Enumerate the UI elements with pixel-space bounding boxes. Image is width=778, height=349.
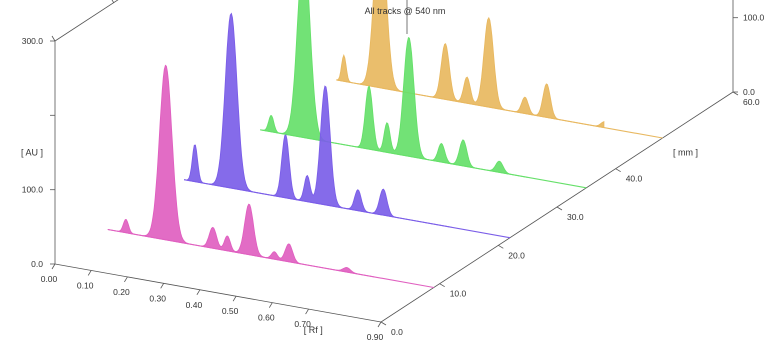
z-tick-mark	[732, 91, 739, 96]
z-tick-mark	[615, 168, 621, 173]
axis-ticks	[50, 0, 739, 328]
series-baseline-4	[107, 228, 434, 289]
series-track-1	[336, 0, 605, 129]
x-tick-mark	[305, 308, 309, 315]
x-tick-label: 0.90	[367, 332, 384, 342]
y-axis-title-left: [ AU ]	[21, 148, 43, 158]
z-tick-label: 10.0	[450, 289, 467, 299]
z-tick-label: 60.0	[743, 97, 760, 107]
axis-labels: 0.00 0.10 0.20 0.30 0.40 0.50 0.60 0.70 0.90 0.0 1…	[21, 13, 765, 342]
z-tick-label: 0.0	[391, 327, 403, 337]
z-tick-mark-top	[51, 35, 56, 42]
x-tick-mark	[51, 263, 56, 270]
chart-series-group	[107, 0, 663, 289]
y-tick-label-left: 300.0	[22, 36, 44, 46]
x-tick-label: 0.50	[222, 306, 239, 316]
x-tick-mark	[87, 270, 92, 276]
axis-box	[54, 0, 734, 323]
x-tick-mark	[160, 283, 165, 289]
x-tick-mark	[196, 289, 201, 296]
series-baseline-3	[184, 179, 511, 239]
x-tick-label: 0.20	[113, 287, 130, 297]
y-tick-label-right: 0.0	[743, 87, 755, 97]
z-tick-label: 30.0	[567, 212, 584, 222]
y-tick-label-left: 0.0	[31, 259, 43, 269]
z-axis-title: [ mm ]	[673, 148, 698, 158]
series-baseline-2	[260, 129, 587, 189]
y-tick-label-right: 100.0	[743, 13, 765, 23]
series-baseline-1	[336, 79, 663, 139]
x-tick-label: 0.60	[258, 313, 275, 323]
z-tick-mark	[498, 244, 504, 249]
z-tick-mark	[380, 321, 387, 326]
z-tick-label: 20.0	[508, 250, 525, 260]
y-tick-label-left: 100.0	[22, 185, 44, 195]
x-tick-label: 0.40	[186, 300, 203, 310]
x-tick-mark	[232, 295, 237, 302]
z-tick-mark	[439, 283, 445, 288]
z-tick-mark	[556, 206, 563, 211]
x-tick-label: 0.70	[294, 319, 311, 329]
x-tick-label: 0.10	[77, 280, 94, 290]
x-tick-label: 0.00	[41, 274, 58, 284]
z-tick-label: 40.0	[626, 174, 643, 184]
x-tick-mark	[124, 276, 128, 283]
x-tick-mark	[377, 321, 382, 328]
x-tick-label: 0.30	[149, 293, 166, 303]
x-tick-mark	[268, 302, 273, 308]
x-axis-title: [ Rf ]	[304, 325, 323, 335]
z-tick-mark-top	[111, 0, 115, 3]
x-axis-line	[54, 263, 382, 323]
chart-title: All tracks @ 540 nm	[365, 6, 446, 16]
